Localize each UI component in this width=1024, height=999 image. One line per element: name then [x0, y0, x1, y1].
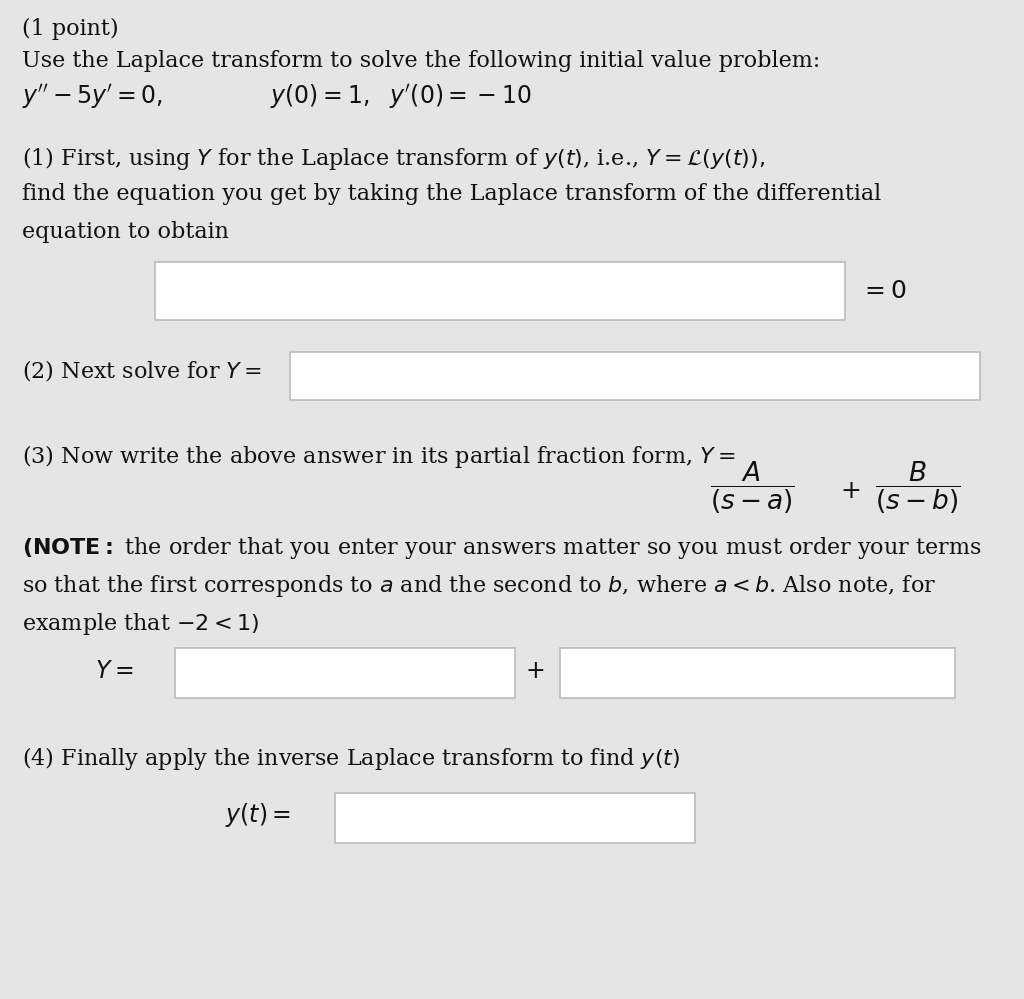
Text: (2) Next solve for $Y =$: (2) Next solve for $Y =$	[22, 358, 262, 383]
FancyBboxPatch shape	[560, 648, 955, 698]
Text: equation to obtain: equation to obtain	[22, 221, 229, 243]
Text: $y'' - 5y' = 0,$: $y'' - 5y' = 0,$	[22, 82, 163, 111]
Text: $+$: $+$	[840, 480, 860, 503]
Text: $= 0$: $= 0$	[860, 280, 907, 303]
Text: $y(t) =$: $y(t) =$	[225, 801, 291, 829]
Text: example that $-2 < 1)$: example that $-2 < 1)$	[22, 611, 259, 637]
Text: $\dfrac{B}{(s - b)}$: $\dfrac{B}{(s - b)}$	[874, 460, 961, 516]
Text: $\dfrac{A}{(s - a)}$: $\dfrac{A}{(s - a)}$	[710, 460, 795, 516]
Text: (1) First, using $Y$ for the Laplace transform of $y(t)$, i.e., $Y = \mathcal{L}: (1) First, using $Y$ for the Laplace tra…	[22, 145, 765, 172]
Text: find the equation you get by taking the Laplace transform of the differential: find the equation you get by taking the …	[22, 183, 882, 205]
Text: (1 point): (1 point)	[22, 18, 119, 40]
Text: so that the first corresponds to $a$ and the second to $b$, where $a < b$. Also : so that the first corresponds to $a$ and…	[22, 573, 936, 599]
FancyBboxPatch shape	[290, 352, 980, 400]
Text: (4) Finally apply the inverse Laplace transform to find $y(t)$: (4) Finally apply the inverse Laplace tr…	[22, 745, 680, 772]
Text: $Y =$: $Y =$	[95, 660, 133, 683]
FancyBboxPatch shape	[175, 648, 515, 698]
FancyBboxPatch shape	[155, 262, 845, 320]
Text: $+$: $+$	[525, 660, 544, 683]
Text: $\mathbf{(NOTE:}$ the order that you enter your answers matter so you must order: $\mathbf{(NOTE:}$ the order that you ent…	[22, 535, 981, 561]
Text: Use the Laplace transform to solve the following initial value problem:: Use the Laplace transform to solve the f…	[22, 50, 820, 72]
FancyBboxPatch shape	[335, 793, 695, 843]
Text: (3) Now write the above answer in its partial fraction form, $Y = $: (3) Now write the above answer in its pa…	[22, 443, 735, 470]
Text: $y(0) = 1,\ \ y'(0) = -10$: $y(0) = 1,\ \ y'(0) = -10$	[270, 82, 531, 111]
